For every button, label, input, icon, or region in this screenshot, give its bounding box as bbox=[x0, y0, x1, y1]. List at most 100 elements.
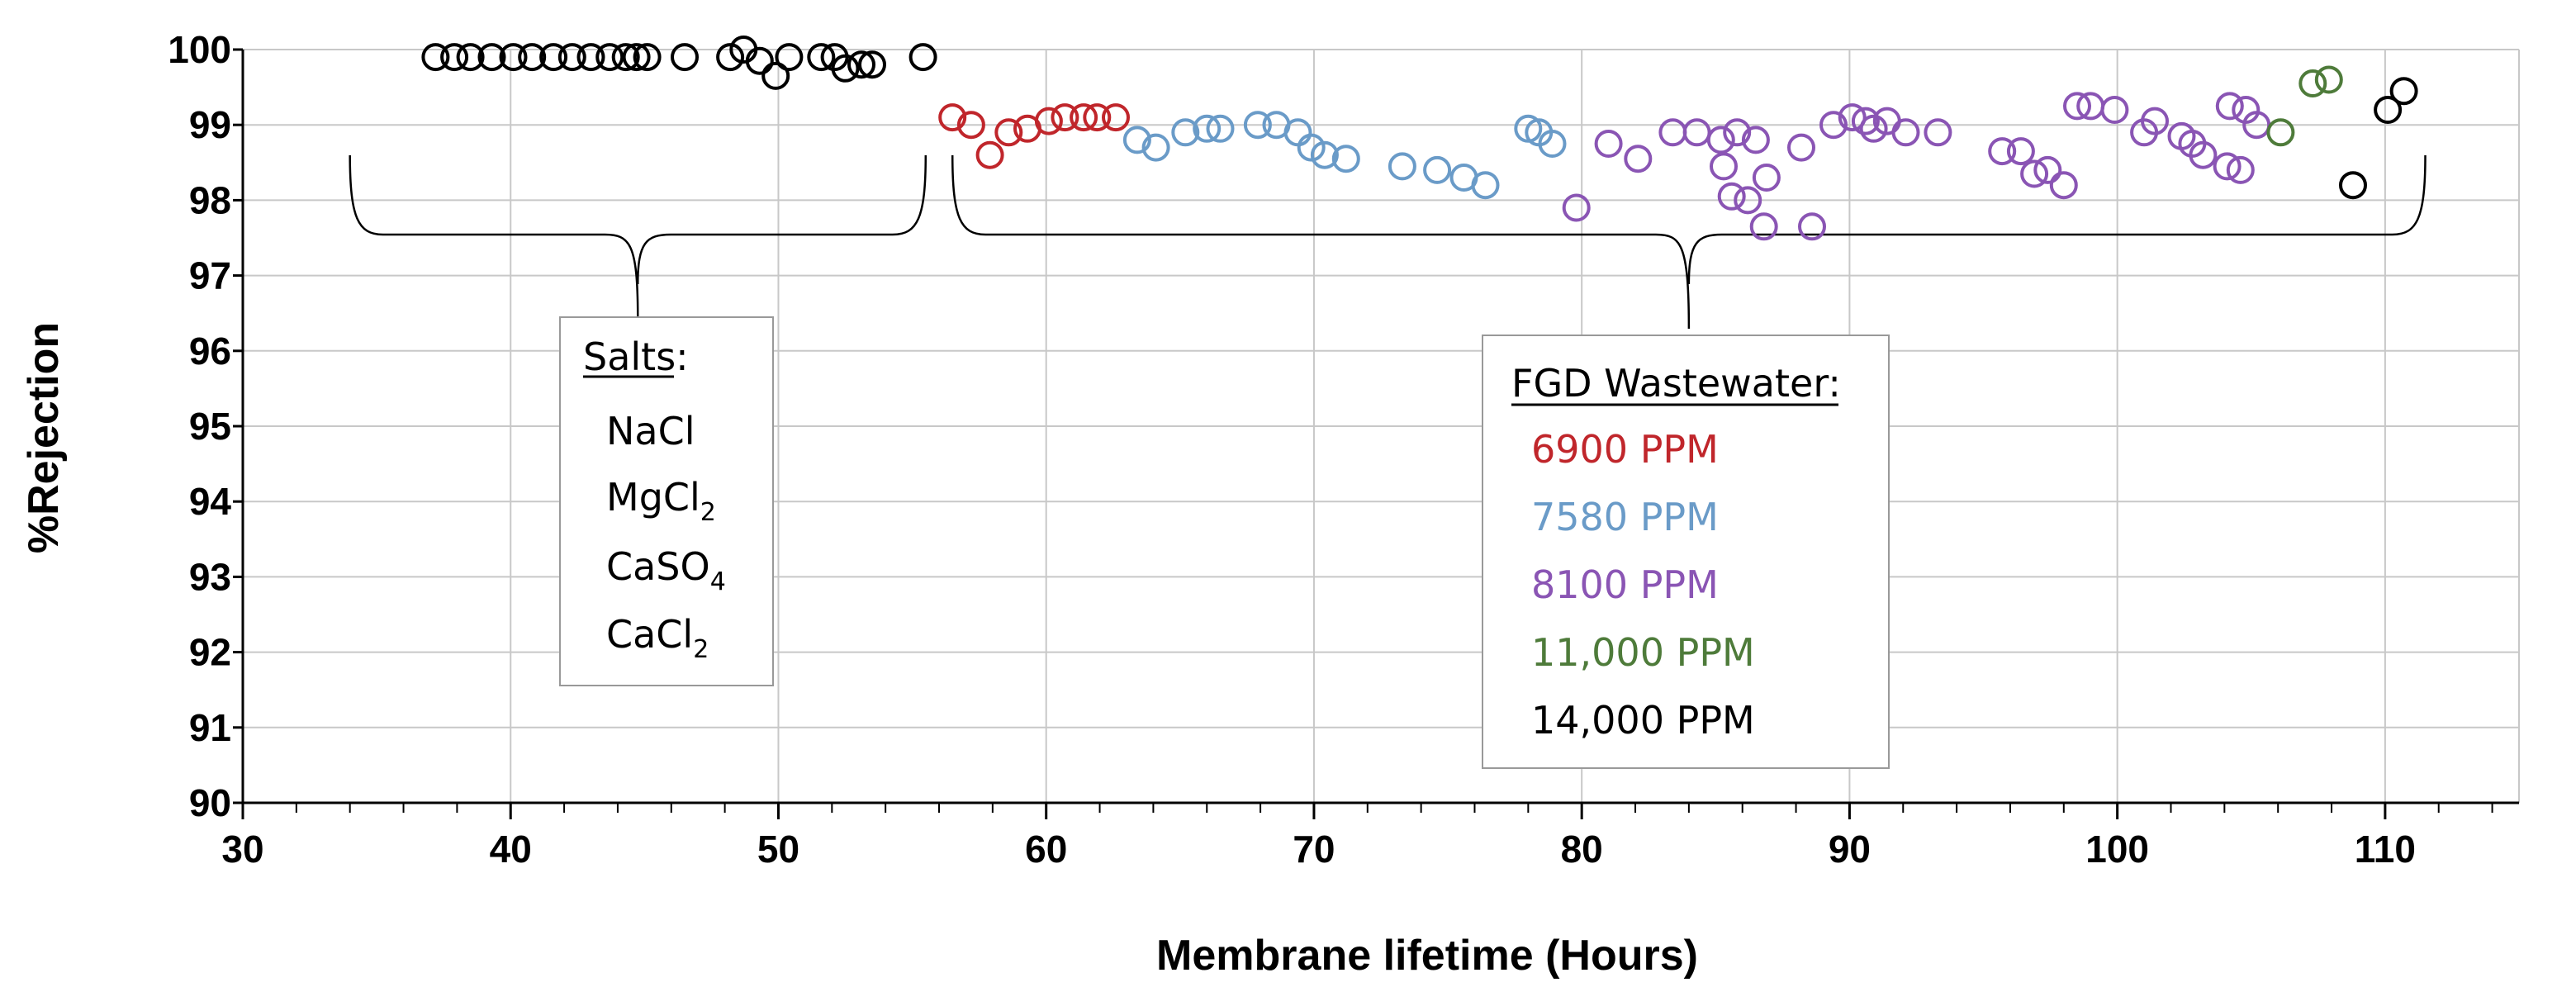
y-tick-label: 96 bbox=[189, 330, 231, 373]
point-8100-ppm-17 bbox=[1851, 107, 1880, 135]
point-8100-ppm-20 bbox=[1891, 118, 1920, 147]
legend-entry-11000: 11,000 PPM bbox=[1531, 630, 1755, 675]
x-tick-label: 100 bbox=[2085, 828, 2149, 871]
salt-item-caso4-base: CaSO bbox=[606, 544, 710, 589]
point-8100-ppm-1 bbox=[1594, 130, 1623, 158]
point-8100-ppm-34 bbox=[2189, 140, 2218, 169]
point-7580-ppm-17 bbox=[1538, 130, 1567, 158]
fgd-legend: FGD Wastewater: 6900 PPM 7580 PPM 8100 P… bbox=[1482, 335, 1890, 769]
point-8100-ppm-27 bbox=[2063, 92, 2091, 121]
point-8100-ppm-25 bbox=[2033, 155, 2062, 184]
fgd-legend-header: FGD Wastewater: bbox=[1511, 361, 1841, 406]
point-salts-1 bbox=[440, 43, 469, 72]
point-salts-21 bbox=[831, 54, 860, 83]
point-8100-ppm-18 bbox=[1859, 114, 1888, 143]
salt-item-nacl-base: NaCl bbox=[606, 409, 695, 453]
point-14-000-ppm-1 bbox=[2374, 96, 2403, 124]
x-tick-label: 30 bbox=[221, 828, 263, 871]
point-7580-ppm-9 bbox=[1310, 140, 1339, 169]
x-tick-label: 90 bbox=[1829, 828, 1871, 871]
tick-labels: 30 40 50 60 70 80 90 100 110 90 91 92 93 94 95 96 97 98 99… bbox=[168, 28, 2416, 871]
y-tick-label: 98 bbox=[189, 178, 231, 221]
point-salts-6 bbox=[539, 43, 568, 72]
point-11-000-ppm-1 bbox=[2298, 69, 2327, 97]
point-7580-ppm-8 bbox=[1297, 133, 1326, 162]
salt-item-mgcl2: MgCl2 bbox=[606, 475, 716, 527]
point-6900-ppm-0 bbox=[938, 103, 967, 132]
point-8100-ppm-5 bbox=[1706, 126, 1735, 154]
legend-entry-6900: 6900 PPM bbox=[1531, 427, 1719, 472]
legend-entry-14000: 14,000 PPM bbox=[1531, 698, 1755, 743]
point-salts-18 bbox=[775, 43, 804, 72]
salts-bracket bbox=[349, 154, 927, 318]
point-7580-ppm-0 bbox=[1122, 126, 1151, 154]
point-8100-ppm-15 bbox=[1819, 111, 1848, 140]
point-14-000-ppm-0 bbox=[2339, 171, 2367, 200]
point-salts-3 bbox=[477, 43, 506, 72]
x-tick-label: 40 bbox=[490, 828, 532, 871]
point-6900-ppm-8 bbox=[1083, 103, 1112, 132]
point-8100-ppm-21 bbox=[1924, 118, 1952, 147]
point-7580-ppm-3 bbox=[1193, 114, 1222, 143]
point-11-000-ppm-0 bbox=[2266, 118, 2295, 147]
point-6900-ppm-5 bbox=[1034, 107, 1063, 135]
point-salts-22 bbox=[847, 50, 875, 79]
salt-item-cacl2-base: CaCl bbox=[606, 612, 693, 657]
point-salts-4 bbox=[499, 43, 528, 72]
fgd-bracket bbox=[951, 154, 2427, 330]
point-salts-2 bbox=[456, 43, 485, 72]
salts-box bbox=[559, 316, 774, 686]
point-8100-ppm-11 bbox=[1749, 212, 1778, 241]
point-14-000-ppm-2 bbox=[2389, 77, 2418, 106]
point-7580-ppm-12 bbox=[1423, 155, 1452, 184]
point-8100-ppm-37 bbox=[2226, 155, 2255, 184]
point-salts-19 bbox=[807, 43, 836, 72]
y-tick-label: 94 bbox=[189, 480, 232, 523]
point-salts-17 bbox=[761, 61, 790, 90]
salt-item-cacl2: CaCl2 bbox=[606, 612, 709, 664]
point-salts-5 bbox=[518, 43, 547, 72]
data-points bbox=[421, 36, 2418, 241]
point-7580-ppm-14 bbox=[1471, 171, 1500, 200]
point-6900-ppm-9 bbox=[1102, 103, 1130, 132]
brackets bbox=[349, 154, 2427, 330]
point-salts-13 bbox=[671, 43, 699, 72]
point-salts-11 bbox=[622, 43, 651, 72]
point-salts-14 bbox=[716, 43, 745, 72]
point-salts-12 bbox=[633, 43, 662, 72]
point-8100-ppm-23 bbox=[2006, 137, 2035, 166]
point-7580-ppm-2 bbox=[1171, 118, 1200, 147]
point-8100-ppm-24 bbox=[2020, 159, 2049, 188]
y-tick-label: 97 bbox=[189, 254, 231, 297]
point-6900-ppm-7 bbox=[1070, 103, 1098, 132]
point-7580-ppm-7 bbox=[1283, 118, 1312, 147]
salt-item-cacl2-sub: 2 bbox=[693, 635, 709, 664]
point-6900-ppm-3 bbox=[994, 118, 1023, 147]
point-8100-ppm-29 bbox=[2100, 96, 2129, 124]
point-7580-ppm-10 bbox=[1331, 145, 1360, 173]
point-8100-ppm-14 bbox=[1798, 212, 1826, 241]
point-8100-ppm-8 bbox=[1723, 118, 1752, 147]
point-7580-ppm-4 bbox=[1206, 114, 1235, 143]
salt-item-mgcl2-base: MgCl bbox=[606, 475, 700, 520]
point-8100-ppm-31 bbox=[2141, 107, 2169, 135]
point-6900-ppm-6 bbox=[1051, 103, 1079, 132]
salts-header-word: Salts bbox=[583, 335, 676, 379]
point-salts-16 bbox=[745, 46, 774, 75]
y-axis-title: %Rejection bbox=[20, 322, 68, 553]
point-8100-ppm-16 bbox=[1838, 103, 1867, 132]
point-salts-24 bbox=[908, 43, 937, 72]
x-tick-label: 70 bbox=[1293, 828, 1335, 871]
point-salts-23 bbox=[858, 50, 886, 79]
point-8100-ppm-7 bbox=[1717, 182, 1746, 211]
point-salts-8 bbox=[576, 43, 605, 72]
point-8100-ppm-13 bbox=[1787, 133, 1815, 162]
point-7580-ppm-5 bbox=[1243, 111, 1272, 140]
axes bbox=[233, 48, 2519, 819]
point-salts-9 bbox=[595, 43, 624, 72]
salt-item-caso4-sub: 4 bbox=[710, 567, 726, 596]
point-11-000-ppm-2 bbox=[2314, 65, 2343, 94]
salt-item-nacl: NaCl bbox=[606, 409, 695, 453]
y-tick-label: 92 bbox=[189, 631, 231, 674]
